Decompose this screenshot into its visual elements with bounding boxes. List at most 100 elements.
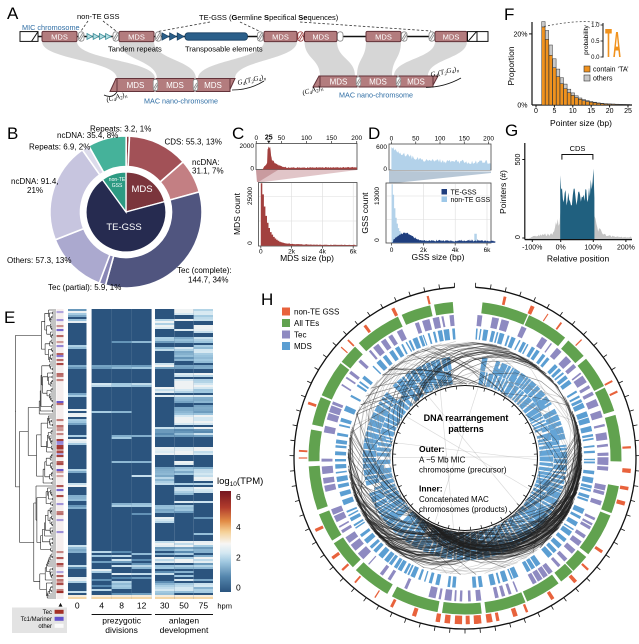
svg-text:C: C bbox=[232, 124, 244, 143]
svg-text:MDS: MDS bbox=[312, 33, 329, 42]
svg-text:contain ‘TA’: contain ‘TA’ bbox=[593, 67, 629, 74]
svg-text:other: other bbox=[38, 624, 52, 630]
svg-text:chromosome (precursor): chromosome (precursor) bbox=[419, 466, 507, 475]
svg-text:non-TE GSS: non-TE GSS bbox=[451, 197, 491, 204]
svg-text:4: 4 bbox=[99, 601, 104, 611]
svg-text:25000: 25000 bbox=[247, 187, 254, 205]
svg-text:6k: 6k bbox=[350, 249, 358, 256]
svg-text:A ~5 Mb MIC: A ~5 Mb MIC bbox=[419, 456, 466, 465]
svg-text:Tec (partial): 5.9, 1%: Tec (partial): 5.9, 1% bbox=[48, 283, 121, 292]
svg-text:600: 600 bbox=[376, 144, 387, 151]
svg-text:5: 5 bbox=[552, 108, 556, 115]
svg-text:0: 0 bbox=[259, 249, 263, 256]
svg-text:Inner:: Inner: bbox=[419, 484, 443, 494]
svg-text:MDS size (bp): MDS size (bp) bbox=[280, 253, 334, 263]
svg-text:0: 0 bbox=[383, 166, 387, 173]
svg-text:2k: 2k bbox=[420, 247, 428, 254]
svg-text:A: A bbox=[7, 4, 19, 23]
svg-text:6: 6 bbox=[236, 492, 241, 502]
svg-text:Repeats: 3.2, 1%: Repeats: 3.2, 1% bbox=[90, 124, 151, 133]
svg-text:100: 100 bbox=[301, 135, 312, 142]
svg-text:4k: 4k bbox=[452, 247, 460, 254]
svg-text:Repeats: 6.9, 2%: Repeats: 6.9, 2% bbox=[29, 143, 90, 152]
svg-text:4k: 4k bbox=[319, 249, 327, 256]
svg-text:Relative position: Relative position bbox=[547, 254, 610, 264]
svg-text:0: 0 bbox=[254, 135, 258, 142]
svg-text:150: 150 bbox=[459, 136, 470, 143]
svg-text:0: 0 bbox=[515, 235, 522, 239]
svg-text:200%: 200% bbox=[617, 245, 635, 252]
svg-text:1.0: 1.0 bbox=[591, 23, 600, 29]
svg-text:Outer:: Outer: bbox=[419, 444, 445, 454]
svg-text:DNA rearrangement: DNA rearrangement bbox=[424, 413, 509, 423]
svg-text:G: G bbox=[505, 121, 518, 140]
svg-text:0: 0 bbox=[390, 136, 394, 143]
svg-text:6k: 6k bbox=[484, 247, 492, 254]
svg-text:MDS: MDS bbox=[204, 81, 222, 90]
svg-text:T: T bbox=[605, 21, 612, 66]
svg-text:20%: 20% bbox=[513, 32, 527, 39]
svg-text:Others: 57.3, 13%: Others: 57.3, 13% bbox=[7, 256, 71, 265]
svg-text:50: 50 bbox=[412, 136, 420, 143]
svg-text:100%: 100% bbox=[584, 245, 602, 252]
svg-text:Tec: Tec bbox=[43, 610, 52, 616]
svg-text:50: 50 bbox=[278, 135, 286, 142]
svg-text:non-TE: non-TE bbox=[109, 177, 126, 183]
svg-text:12: 12 bbox=[137, 601, 147, 611]
svg-text:non-TE GSS: non-TE GSS bbox=[77, 12, 120, 21]
svg-text:MDS: MDS bbox=[375, 33, 392, 42]
svg-text:log10(TPM): log10(TPM) bbox=[217, 476, 263, 488]
svg-text:GSS size (bp): GSS size (bp) bbox=[412, 252, 465, 262]
svg-text:ncDNA: 91.4,: ncDNA: 91.4, bbox=[11, 177, 59, 186]
svg-text:200: 200 bbox=[351, 135, 362, 142]
svg-text:MDS: MDS bbox=[294, 342, 312, 351]
svg-text:144.7, 34%: 144.7, 34% bbox=[188, 276, 228, 285]
svg-text:Tec: Tec bbox=[294, 331, 306, 340]
svg-text:500: 500 bbox=[515, 154, 522, 166]
svg-text:0.0: 0.0 bbox=[591, 55, 600, 61]
svg-text:ncDNA:: ncDNA: bbox=[192, 158, 220, 167]
svg-text:MDS: MDS bbox=[407, 78, 425, 87]
svg-text:MDS: MDS bbox=[127, 81, 145, 90]
svg-text:F: F bbox=[504, 5, 514, 24]
svg-text:TE-GSS: TE-GSS bbox=[451, 190, 477, 197]
svg-text:MAC nano-chromsome: MAC nano-chromsome bbox=[339, 91, 413, 100]
svg-text:D: D bbox=[368, 124, 380, 143]
svg-text:4: 4 bbox=[236, 522, 241, 532]
svg-text:0: 0 bbox=[250, 166, 254, 173]
svg-text:CDS: 55.3, 13%: CDS: 55.3, 13% bbox=[165, 137, 222, 146]
svg-text:MDS: MDS bbox=[272, 33, 289, 42]
svg-text:0: 0 bbox=[390, 247, 394, 254]
svg-text:0%: 0% bbox=[556, 245, 566, 252]
svg-text:TE-GSS (Germline Specifical Se: TE-GSS (Germline Specifical Sequences) bbox=[199, 13, 339, 22]
svg-text:TE-GSS: TE-GSS bbox=[106, 222, 141, 233]
svg-text:150: 150 bbox=[326, 135, 337, 142]
svg-text:prezygotic: prezygotic bbox=[102, 616, 141, 626]
svg-text:0: 0 bbox=[374, 238, 381, 242]
svg-text:13000: 13000 bbox=[374, 187, 381, 205]
svg-text:MDS: MDS bbox=[443, 33, 460, 42]
svg-text:25: 25 bbox=[624, 108, 632, 115]
svg-text:non-TE GSS: non-TE GSS bbox=[294, 308, 339, 317]
svg-text:Proportion: Proportion bbox=[506, 46, 516, 85]
svg-text:30: 30 bbox=[160, 601, 170, 611]
svg-text:A: A bbox=[613, 25, 621, 66]
svg-text:15: 15 bbox=[587, 108, 595, 115]
svg-text:8: 8 bbox=[119, 601, 124, 611]
svg-text:50: 50 bbox=[179, 601, 189, 611]
svg-text:0: 0 bbox=[75, 601, 80, 611]
svg-text:2000: 2000 bbox=[240, 143, 255, 150]
svg-text:Pointer size (bp): Pointer size (bp) bbox=[550, 118, 612, 128]
svg-text:0.5: 0.5 bbox=[591, 39, 600, 45]
svg-text:development: development bbox=[160, 625, 209, 635]
svg-text:MDS: MDS bbox=[330, 78, 348, 87]
svg-text:100: 100 bbox=[435, 136, 446, 143]
svg-text:31.1, 7%: 31.1, 7% bbox=[192, 167, 224, 176]
svg-text:-100%: -100% bbox=[522, 245, 542, 252]
svg-text:others: others bbox=[593, 76, 613, 83]
svg-text:MIC chromosome: MIC chromosome bbox=[22, 23, 80, 32]
svg-text:25: 25 bbox=[265, 135, 273, 142]
svg-text:E: E bbox=[4, 308, 15, 327]
svg-text:10: 10 bbox=[569, 108, 577, 115]
svg-text:0: 0 bbox=[247, 241, 254, 245]
